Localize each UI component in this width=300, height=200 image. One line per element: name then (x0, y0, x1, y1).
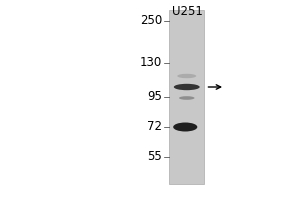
Text: 250: 250 (140, 15, 162, 27)
Ellipse shape (174, 84, 200, 90)
Ellipse shape (173, 122, 197, 132)
Text: 55: 55 (147, 150, 162, 164)
Ellipse shape (179, 96, 194, 100)
Text: 130: 130 (140, 56, 162, 70)
Text: 95: 95 (147, 90, 162, 104)
Text: U251: U251 (172, 5, 203, 18)
Ellipse shape (177, 74, 196, 78)
Text: 72: 72 (147, 120, 162, 134)
Bar (169, 10, 204, 184)
